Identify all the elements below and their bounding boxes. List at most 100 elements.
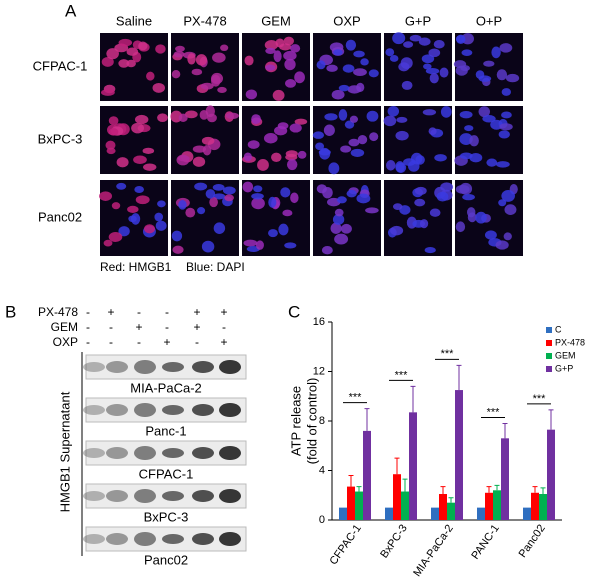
nucleus	[328, 162, 340, 175]
nucleus	[395, 162, 407, 173]
nucleus	[353, 68, 367, 76]
nucleus	[289, 123, 302, 133]
y-axis-label: HMGB1 Supernatant	[57, 391, 72, 512]
nucleus	[365, 207, 379, 214]
band	[134, 532, 156, 546]
nucleus	[201, 136, 215, 145]
nucleus	[177, 155, 190, 162]
nucleus	[278, 223, 289, 236]
nucleus	[436, 191, 449, 202]
nucleus	[428, 127, 437, 135]
nucleus	[455, 221, 466, 233]
micrograph	[313, 180, 381, 256]
bar	[401, 491, 409, 520]
nucleus	[128, 215, 137, 223]
nucleus	[389, 55, 399, 62]
micrograph	[242, 33, 310, 101]
micrograph	[384, 32, 452, 101]
nucleus	[284, 58, 296, 71]
band	[83, 362, 105, 372]
y-axis-label: (fold of control)	[304, 378, 319, 465]
band	[106, 533, 128, 545]
nucleus	[456, 34, 466, 45]
nucleus	[105, 140, 116, 150]
row-label: BxPC-3	[38, 131, 83, 146]
band	[134, 360, 156, 374]
nucleus	[501, 111, 512, 119]
nucleus	[368, 69, 379, 78]
nucleus	[108, 116, 119, 126]
legend-label: PX-478	[555, 337, 585, 347]
treatment-sign: -	[222, 320, 226, 334]
nucleus	[475, 211, 487, 224]
band	[106, 490, 128, 502]
bar	[501, 438, 509, 520]
nucleus	[316, 60, 326, 70]
treatment-sign: -	[137, 305, 141, 319]
y-tick-label: 8	[319, 415, 325, 427]
nucleus	[323, 124, 335, 136]
nucleus	[501, 88, 512, 96]
nucleus	[504, 204, 517, 216]
nucleus	[127, 205, 139, 213]
nucleus	[353, 50, 365, 58]
nucleus	[192, 145, 207, 153]
nucleus	[330, 222, 342, 234]
nucleus	[340, 223, 352, 234]
nucleus	[251, 114, 261, 125]
bar	[477, 507, 485, 520]
error-bar	[410, 385, 416, 413]
nucleus	[101, 56, 114, 67]
nucleus	[421, 54, 435, 64]
band	[192, 404, 214, 416]
nucleus	[271, 152, 282, 163]
micrograph	[171, 33, 239, 101]
nucleus	[273, 50, 282, 63]
nucleus	[429, 208, 441, 217]
treatment-sign: +	[135, 320, 142, 334]
nucleus	[205, 105, 215, 118]
nucleus	[312, 131, 325, 139]
band	[83, 491, 105, 501]
column-header: OXP	[333, 13, 360, 28]
legend-label: C	[555, 324, 562, 334]
nucleus	[496, 161, 510, 168]
treatment-sign: -	[137, 335, 141, 349]
treatment-sign: -	[195, 335, 199, 349]
nucleus	[344, 120, 355, 129]
treatment-sign: -	[86, 320, 90, 334]
nucleus	[505, 73, 520, 83]
nucleus	[103, 239, 113, 247]
nucleus	[135, 195, 150, 205]
error-bar	[540, 487, 546, 495]
nucleus	[332, 214, 345, 225]
nucleus	[429, 73, 439, 84]
nucleus	[251, 197, 265, 210]
nucleus	[191, 68, 203, 76]
treatment-sign: +	[193, 320, 200, 334]
treatment-sign: -	[165, 305, 169, 319]
bar	[385, 507, 393, 520]
band	[162, 491, 184, 501]
nucleus	[178, 199, 187, 210]
blot-label: Panc02	[144, 552, 188, 567]
significance-label: ***	[395, 369, 409, 381]
treatment-sign: +	[220, 305, 227, 319]
treatment-sign: +	[163, 335, 170, 349]
nucleus	[108, 232, 123, 243]
legend-label: G+P	[555, 363, 573, 373]
caption: Blue: DAPI	[186, 260, 245, 274]
nucleus	[459, 133, 473, 146]
nucleus	[201, 240, 215, 253]
nucleus	[197, 207, 206, 215]
treatment-sign: -	[165, 320, 169, 334]
micrograph	[99, 180, 168, 256]
nucleus	[482, 115, 496, 123]
column-header: G+P	[405, 13, 431, 28]
y-axis-label: ATP release	[288, 386, 303, 456]
nucleus	[131, 122, 144, 134]
nucleus	[222, 186, 236, 195]
legend-swatch	[546, 366, 552, 372]
nucleus	[422, 109, 437, 116]
nucleus	[255, 240, 264, 250]
